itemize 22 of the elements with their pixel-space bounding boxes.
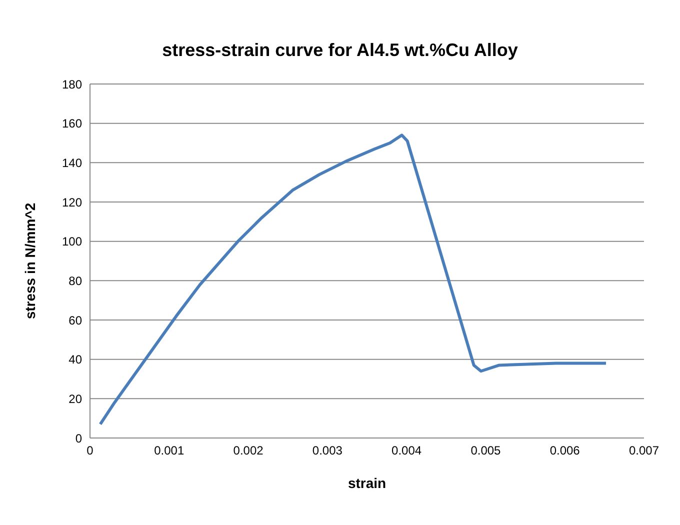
x-tick-label: 0.003 [312,444,343,458]
x-tick-label: 0 [86,444,94,458]
x-tick-label: 0.002 [233,444,264,458]
y-tick-label: 40 [68,352,82,367]
y-tick-label: 160 [62,116,82,131]
x-tick-label: 0.001 [154,444,184,458]
y-tick-label: 20 [68,392,82,406]
x-tick-label: 0.007 [628,444,660,458]
y-axis-title: stress in N/mm^2 [22,202,38,320]
x-tick-label: 0.005 [470,444,502,458]
y-tick-label: 100 [62,234,82,249]
x-tick-label: 0.006 [550,444,580,458]
y-tick-label: 120 [62,195,82,210]
y-tick-label: 140 [62,156,82,170]
y-tick-label: 0 [75,431,82,446]
chart-title: stress-strain curve for Al4.5 wt.%Cu Alloy [161,40,519,61]
y-tick-label: 180 [62,77,82,92]
x-tick-label: 0.004 [392,444,422,458]
y-tick-label: 60 [68,313,82,328]
x-axis-title: strain [348,475,386,491]
y-tick-label: 80 [68,274,82,288]
line-series [98,134,608,426]
